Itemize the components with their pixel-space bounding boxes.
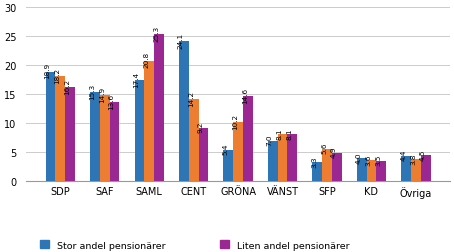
Text: 18.9: 18.9: [44, 63, 50, 79]
Bar: [421, 155, 430, 181]
Text: 14.9: 14.9: [99, 86, 105, 102]
Bar: [287, 135, 297, 181]
Bar: [110, 103, 119, 181]
Bar: [411, 160, 421, 181]
Text: 20.8: 20.8: [143, 52, 149, 68]
Text: 17.4: 17.4: [133, 72, 139, 88]
Text: 4.5: 4.5: [419, 149, 426, 160]
Bar: [376, 161, 386, 181]
Text: 4.4: 4.4: [400, 149, 406, 161]
Text: 5.4: 5.4: [222, 143, 228, 155]
Text: 8.1: 8.1: [276, 128, 282, 139]
Text: 4.9: 4.9: [331, 146, 337, 158]
Text: 9.2: 9.2: [197, 121, 203, 133]
Text: 3.3: 3.3: [311, 155, 317, 167]
Bar: [179, 42, 189, 181]
Text: 24.1: 24.1: [178, 33, 184, 49]
Text: 8.1: 8.1: [286, 128, 292, 139]
Text: 14.2: 14.2: [188, 90, 194, 106]
Bar: [401, 156, 411, 181]
Bar: [144, 61, 154, 181]
Bar: [90, 93, 100, 181]
Text: 15.3: 15.3: [89, 84, 95, 100]
Text: 7.0: 7.0: [267, 134, 273, 146]
Text: 14.6: 14.6: [242, 88, 248, 104]
Bar: [189, 99, 198, 181]
Text: 5.6: 5.6: [321, 142, 327, 154]
Bar: [332, 153, 342, 181]
Text: 3.8: 3.8: [410, 153, 416, 164]
Bar: [134, 81, 144, 181]
Bar: [223, 150, 233, 181]
Text: 3.5: 3.5: [375, 154, 381, 166]
Text: 10.2: 10.2: [232, 113, 238, 129]
Bar: [65, 88, 75, 181]
Text: 25.3: 25.3: [153, 26, 159, 42]
Bar: [154, 35, 164, 181]
Bar: [366, 161, 376, 181]
Text: 3.6: 3.6: [365, 154, 371, 165]
Bar: [268, 141, 278, 181]
Text: 16.2: 16.2: [64, 79, 70, 95]
Bar: [357, 158, 366, 181]
Text: 13.6: 13.6: [109, 94, 114, 110]
Legend: Stor andel pensionärer, Genomsnittlig andel pensionärer, Liten andel pensionärer: Stor andel pensionärer, Genomsnittlig an…: [39, 240, 350, 252]
Bar: [46, 72, 55, 181]
Bar: [198, 128, 208, 181]
Bar: [233, 122, 243, 181]
Bar: [55, 76, 65, 181]
Bar: [322, 149, 332, 181]
Bar: [278, 135, 287, 181]
Bar: [100, 95, 110, 181]
Text: 18.2: 18.2: [54, 67, 60, 83]
Text: 4.0: 4.0: [355, 151, 362, 163]
Bar: [312, 162, 322, 181]
Bar: [243, 97, 253, 181]
